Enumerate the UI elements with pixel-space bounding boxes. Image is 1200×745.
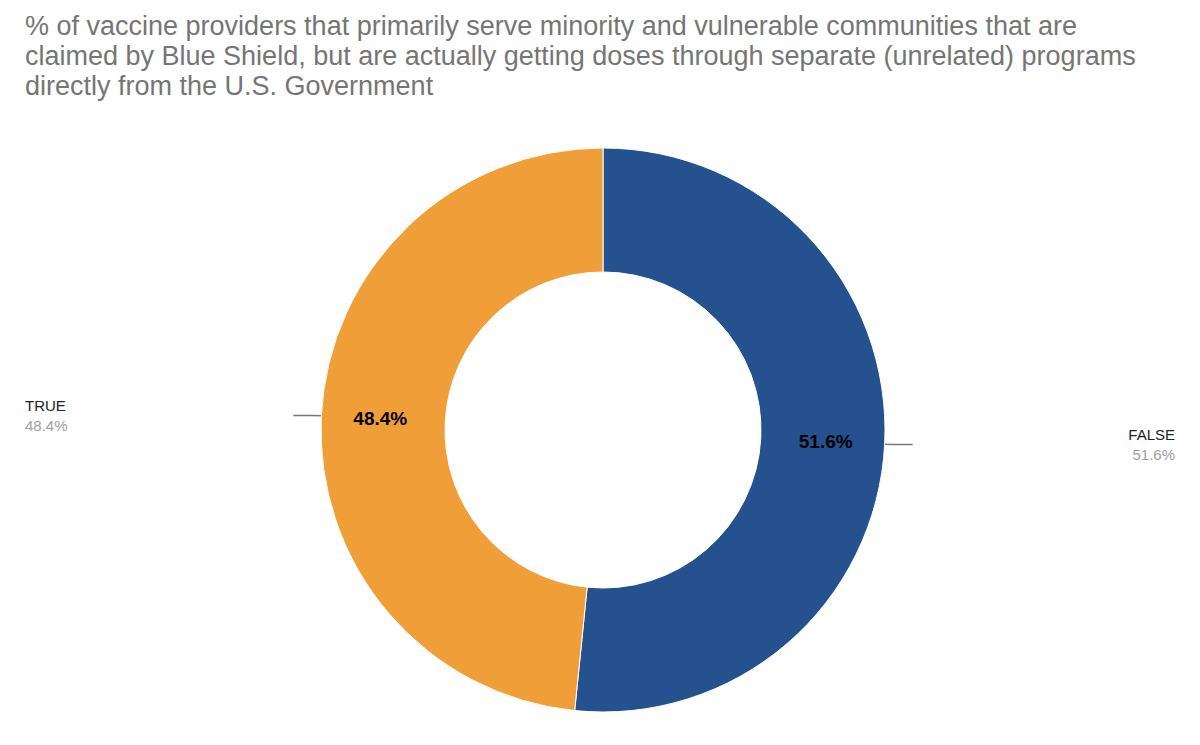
svg-text:claimed by Blue Shield, but ar: claimed by Blue Shield, but are actually… — [25, 41, 1143, 71]
svg-text:48.4%: 48.4% — [25, 417, 68, 434]
svg-text:48.4%: 48.4% — [353, 408, 407, 429]
svg-text:FALSE: FALSE — [1128, 426, 1175, 443]
svg-text:% of vaccine providers that pr: % of vaccine providers that primarily se… — [25, 11, 1084, 41]
svg-text:51.6%: 51.6% — [799, 431, 853, 452]
svg-text:TRUE: TRUE — [25, 397, 66, 414]
svg-text:51.6%: 51.6% — [1132, 446, 1175, 463]
svg-text:directly from the U.S. Governm: directly from the U.S. Government — [25, 71, 434, 101]
